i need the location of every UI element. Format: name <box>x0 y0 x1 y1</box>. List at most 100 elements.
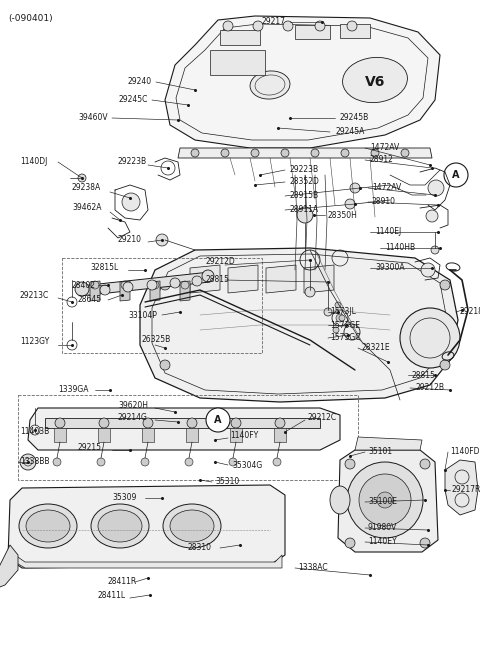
Circle shape <box>99 418 109 428</box>
Circle shape <box>341 149 349 157</box>
Text: 1573JL: 1573JL <box>330 307 356 317</box>
Ellipse shape <box>343 57 408 103</box>
Text: 29217: 29217 <box>261 17 285 27</box>
Circle shape <box>428 180 444 196</box>
Circle shape <box>202 270 214 282</box>
Text: 28815: 28815 <box>205 276 229 284</box>
Text: 29245C: 29245C <box>119 96 148 104</box>
Polygon shape <box>178 148 432 158</box>
Polygon shape <box>230 428 242 442</box>
Circle shape <box>440 360 450 370</box>
Text: 33104P: 33104P <box>128 311 157 319</box>
Text: 39462A: 39462A <box>72 203 101 212</box>
Text: 1472AV: 1472AV <box>370 143 399 153</box>
Circle shape <box>223 21 233 31</box>
Text: 1140FY: 1140FY <box>230 430 258 440</box>
Circle shape <box>426 210 438 222</box>
Polygon shape <box>90 281 100 301</box>
Text: 1140FD: 1140FD <box>450 448 480 457</box>
Text: 35100E: 35100E <box>368 497 397 507</box>
Circle shape <box>350 183 360 193</box>
Circle shape <box>160 280 170 290</box>
Circle shape <box>187 418 197 428</box>
Text: 91980V: 91980V <box>368 523 397 533</box>
Circle shape <box>192 276 202 286</box>
Polygon shape <box>304 265 334 293</box>
Text: 28321E: 28321E <box>362 343 391 353</box>
Text: 35304G: 35304G <box>232 461 262 469</box>
Circle shape <box>336 314 344 322</box>
Circle shape <box>324 308 332 316</box>
Text: 1338BB: 1338BB <box>20 457 49 467</box>
Ellipse shape <box>170 510 214 542</box>
Circle shape <box>401 149 409 157</box>
Circle shape <box>281 149 289 157</box>
Circle shape <box>141 458 149 466</box>
Text: 26325B: 26325B <box>142 335 171 345</box>
Text: 1338AC: 1338AC <box>298 564 328 572</box>
Circle shape <box>53 458 61 466</box>
Text: 28910: 28910 <box>372 197 396 207</box>
Ellipse shape <box>98 510 142 542</box>
Circle shape <box>170 278 180 288</box>
Circle shape <box>20 454 36 470</box>
Circle shape <box>347 21 357 31</box>
Text: (-090401): (-090401) <box>8 14 53 23</box>
Circle shape <box>420 538 430 548</box>
Text: 28645: 28645 <box>78 295 102 305</box>
Circle shape <box>221 149 229 157</box>
Polygon shape <box>220 30 260 45</box>
Polygon shape <box>190 265 220 293</box>
Circle shape <box>377 492 393 508</box>
Circle shape <box>311 149 319 157</box>
Text: 28912: 28912 <box>370 155 394 165</box>
Polygon shape <box>266 265 296 293</box>
Text: 28411L: 28411L <box>98 592 126 600</box>
Text: 29212C: 29212C <box>308 414 337 422</box>
Circle shape <box>333 327 339 333</box>
Text: 29215: 29215 <box>78 444 102 452</box>
Text: 28310: 28310 <box>188 544 212 552</box>
Circle shape <box>143 418 153 428</box>
Text: 1140DJ: 1140DJ <box>20 157 48 167</box>
Polygon shape <box>228 265 258 293</box>
Circle shape <box>283 21 293 31</box>
Circle shape <box>147 280 157 290</box>
Circle shape <box>431 246 439 254</box>
Text: 29217R: 29217R <box>452 485 480 495</box>
Text: 29223B: 29223B <box>290 165 319 175</box>
Text: 29238A: 29238A <box>72 183 101 193</box>
Text: 32815L: 32815L <box>90 264 118 272</box>
Circle shape <box>160 360 170 370</box>
Circle shape <box>185 458 193 466</box>
Text: 28911A: 28911A <box>290 205 319 214</box>
Circle shape <box>78 174 86 182</box>
Ellipse shape <box>163 504 221 548</box>
Polygon shape <box>120 281 130 301</box>
Circle shape <box>122 193 140 211</box>
Polygon shape <box>165 16 440 148</box>
Circle shape <box>347 462 423 538</box>
Text: 29223B: 29223B <box>118 157 147 167</box>
Polygon shape <box>340 24 370 38</box>
Circle shape <box>335 302 341 308</box>
Text: 39460V: 39460V <box>78 114 108 122</box>
Text: 28402: 28402 <box>72 280 96 290</box>
Circle shape <box>359 474 411 526</box>
Circle shape <box>253 21 263 31</box>
Text: 29212B: 29212B <box>415 384 444 392</box>
Polygon shape <box>274 428 286 442</box>
Circle shape <box>339 315 345 321</box>
Text: 28815: 28815 <box>412 371 436 380</box>
Text: 35310: 35310 <box>215 477 239 487</box>
Polygon shape <box>142 428 154 442</box>
Circle shape <box>297 207 313 223</box>
Circle shape <box>345 538 355 548</box>
Text: 28352D: 28352D <box>290 177 320 187</box>
Circle shape <box>345 199 355 209</box>
Text: 29218: 29218 <box>460 307 480 317</box>
Text: 1123GY: 1123GY <box>20 337 49 347</box>
Circle shape <box>251 149 259 157</box>
Circle shape <box>206 408 230 432</box>
Circle shape <box>345 459 355 469</box>
